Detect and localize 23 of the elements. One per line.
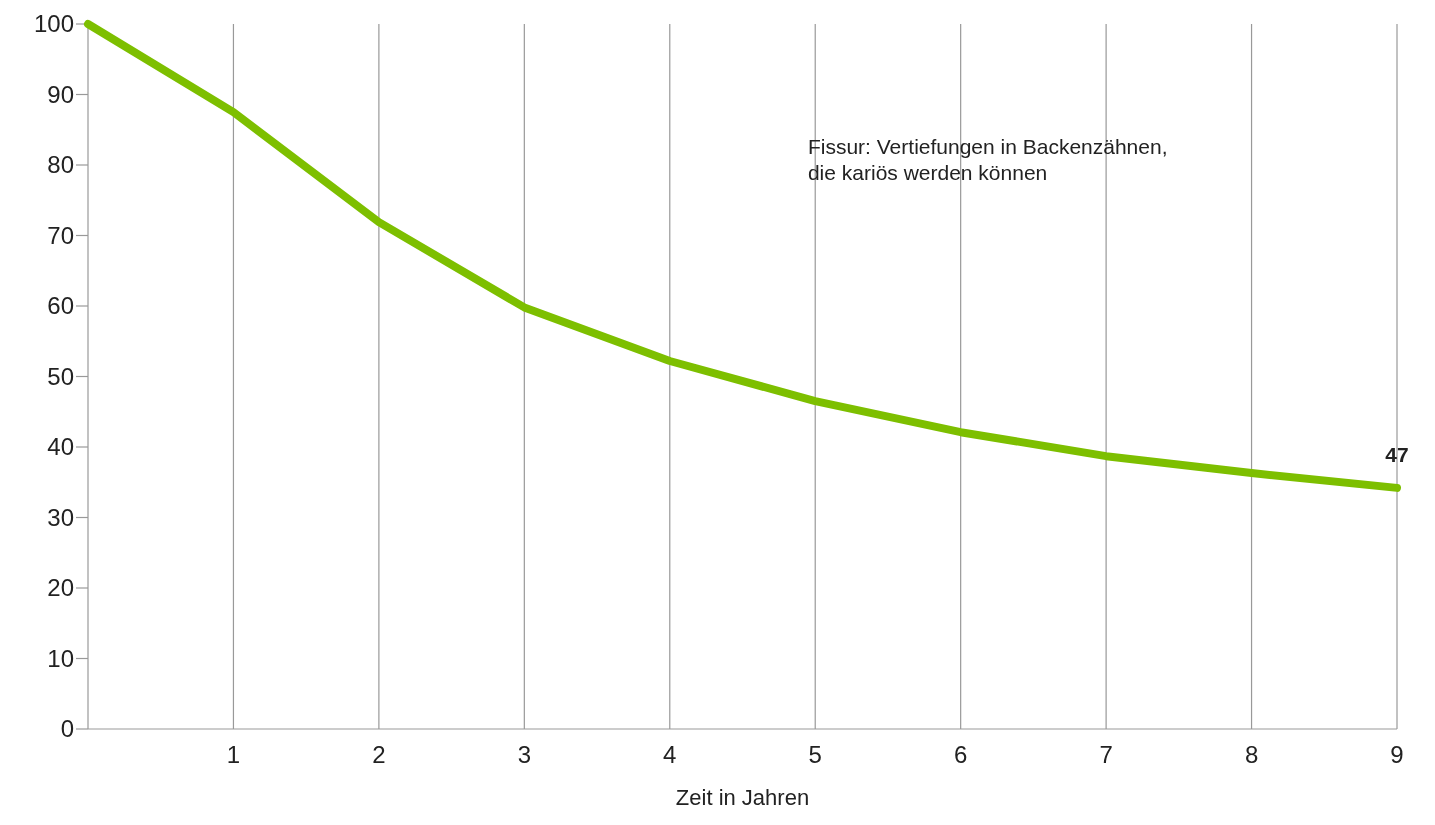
annotation: 47: [1385, 442, 1409, 466]
y-tick-label: 0: [60, 715, 74, 743]
x-tick-label: 8: [1244, 741, 1259, 768]
y-tick-label: 50: [47, 362, 74, 390]
y-tick-label: 10: [47, 644, 74, 672]
y-tick-label: 80: [47, 151, 74, 179]
x-tick-label: 7: [1099, 741, 1113, 768]
x-tick-label: 9: [1390, 741, 1404, 768]
x-tick-label: 3: [517, 741, 532, 768]
y-tick-label: 70: [47, 221, 74, 249]
y-tick-label: 90: [47, 80, 74, 108]
x-axis-title: Zeit in Jahren: [675, 785, 810, 810]
x-tick-label: 1: [226, 741, 241, 768]
annotation: Fissur: Vertiefungen in Backenzähnen, die kariös werden können: [807, 135, 1168, 184]
x-tick-label: 6: [953, 741, 968, 768]
y-tick-label: 20: [47, 574, 74, 602]
x-tick-label: 5: [808, 741, 822, 768]
y-tick-label: 30: [47, 503, 74, 531]
y-tick-label: 100: [33, 10, 74, 38]
y-tick-label: 40: [47, 433, 74, 461]
x-tick-label: 2: [372, 741, 386, 768]
x-tick-label: 4: [663, 741, 677, 768]
y-tick-label: 60: [47, 292, 74, 320]
